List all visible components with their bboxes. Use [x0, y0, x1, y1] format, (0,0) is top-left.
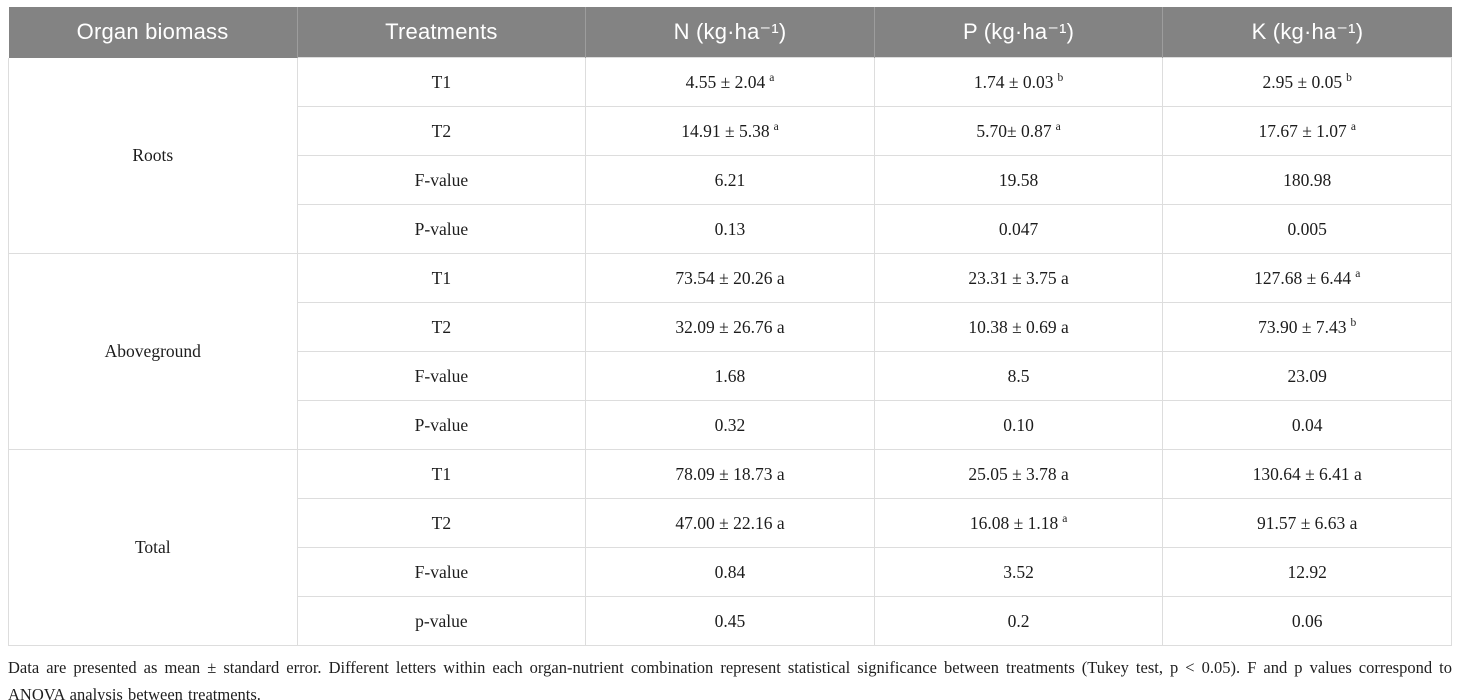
significance-letter: a [769, 71, 775, 84]
row-label-cell: T2 [296, 498, 587, 548]
value-cell: 0.32 [585, 400, 875, 450]
value-cell: 14.91 ± 5.38 a [585, 106, 875, 156]
value-cell: 127.68 ± 6.44 a [1162, 253, 1452, 303]
value-cell: 16.08 ± 1.18 a [873, 498, 1164, 548]
value-cell: 23.09 [1162, 351, 1452, 401]
value-cell: 6.21 [585, 155, 875, 205]
row-label-cell: T2 [296, 106, 587, 156]
row-label-cell: T1 [296, 449, 587, 499]
row-label-cell: p-value [296, 596, 587, 646]
value-cell: 0.10 [873, 400, 1164, 450]
organ-cell: Total [8, 449, 298, 646]
value-cell: 130.64 ± 6.41 a [1162, 449, 1452, 499]
value-cell: 73.54 ± 20.26 a [585, 253, 875, 303]
value-cell: 32.09 ± 26.76 a [585, 302, 875, 352]
value-cell: 0.04 [1162, 400, 1452, 450]
table-row: p-value 0.45 0.2 0.06 [9, 596, 1452, 646]
row-label-cell: F-value [296, 351, 587, 401]
row-label-cell: P-value [296, 400, 587, 450]
table-row: Roots T1 4.55 ± 2.04 a 1.74 ± 0.03 b 2.95 ± 0.… [8, 57, 1452, 254]
value-cell: 12.92 [1162, 547, 1452, 597]
value-cell: 17.67 ± 1.07 a [1162, 106, 1452, 156]
row-label-cell: T1 [296, 253, 587, 303]
table-row: P-value 0.32 0.10 0.04 [9, 400, 1452, 450]
table-row: F-value 6.21 19.58 180.98 [9, 155, 1452, 205]
value-cell: 2.95 ± 0.05 b [1162, 57, 1452, 107]
value-cell: 8.5 [873, 351, 1164, 401]
value-cell: 1.68 [585, 351, 875, 401]
value-cell: 78.09 ± 18.73 a [585, 449, 875, 499]
row-label-cell: T2 [296, 302, 587, 352]
significance-letter: a [773, 120, 779, 133]
value-cell: 19.58 [873, 155, 1164, 205]
table-row: T2 32.09 ± 26.76 a 10.38 ± 0.69 a 73.90 ± 7… [9, 302, 1452, 352]
table-row: T2 47.00 ± 22.16 a 16.08 ± 1.18 a 91.57 ± 6.… [9, 498, 1452, 548]
significance-letter: b [1350, 316, 1357, 329]
value-cell: 1.74 ± 0.03 b [873, 57, 1164, 107]
value-cell: 0.047 [873, 204, 1164, 254]
column-header-p: P (kg·ha⁻¹) [873, 7, 1163, 58]
organ-cell: Aboveground [8, 253, 298, 450]
row-label-cell: F-value [296, 547, 587, 597]
value-cell: 0.45 [585, 596, 875, 646]
organ-biomass-nutrient-table: Organ biomass Treatments N (kg·ha⁻¹) P (… [8, 7, 1452, 646]
table-row: T2 14.91 ± 5.38 a 5.70± 0.87 a 17.67 ± 1.07 a [9, 106, 1452, 156]
column-header-treatments: Treatments [296, 7, 586, 58]
table-row: Aboveground T1 73.54 ± 20.26 a 23.31 ± 3.75… [8, 253, 1452, 450]
row-label-cell: T1 [296, 57, 587, 107]
column-header-k: K (kg·ha⁻¹) [1162, 7, 1452, 58]
table-footnote: Data are presented as mean ± standard er… [8, 658, 1452, 700]
table-header: Organ biomass Treatments N (kg·ha⁻¹) P (… [8, 7, 1452, 58]
value-cell: 3.52 [873, 547, 1164, 597]
significance-letter: a [1355, 267, 1361, 280]
column-header-n: N (kg·ha⁻¹) [585, 7, 875, 58]
value-cell: 91.57 ± 6.63 a [1162, 498, 1452, 548]
value-cell: 23.31 ± 3.75 a [873, 253, 1164, 303]
value-cell: 0.2 [873, 596, 1164, 646]
table-row: F-value 0.84 3.52 12.92 [9, 547, 1452, 597]
value-cell: 73.90 ± 7.43 b [1162, 302, 1452, 352]
significance-letter: b [1346, 71, 1352, 84]
value-cell: 5.70± 0.87 a [873, 106, 1164, 156]
table-row: F-value 1.68 8.5 23.09 [9, 351, 1452, 401]
significance-letter: b [1057, 71, 1064, 84]
value-cell: 47.00 ± 22.16 a [585, 498, 875, 548]
table-row: Total T1 78.09 ± 18.73 a 25.05 ± 3.78 a 130.… [8, 449, 1452, 646]
value-cell: 10.38 ± 0.69 a [873, 302, 1164, 352]
significance-letter: a [1062, 512, 1068, 525]
header-row: Organ biomass Treatments N (kg·ha⁻¹) P (… [8, 7, 1452, 58]
value-cell: 0.005 [1162, 204, 1452, 254]
table-body: Roots T1 4.55 ± 2.04 a 1.74 ± 0.03 b 2.95 ± 0.… [8, 57, 1452, 646]
value-cell: 25.05 ± 3.78 a [873, 449, 1164, 499]
significance-letter: a [1055, 120, 1061, 133]
value-cell: 0.13 [585, 204, 875, 254]
value-cell: 4.55 ± 2.04 a [585, 57, 875, 107]
row-label-cell: F-value [296, 155, 587, 205]
organ-cell: Roots [8, 57, 298, 254]
value-cell: 0.84 [585, 547, 875, 597]
value-cell: 180.98 [1162, 155, 1452, 205]
significance-letter: a [1350, 120, 1356, 133]
row-label-cell: P-value [296, 204, 587, 254]
column-header-organ-biomass: Organ biomass [8, 7, 298, 58]
value-cell: 0.06 [1162, 596, 1452, 646]
